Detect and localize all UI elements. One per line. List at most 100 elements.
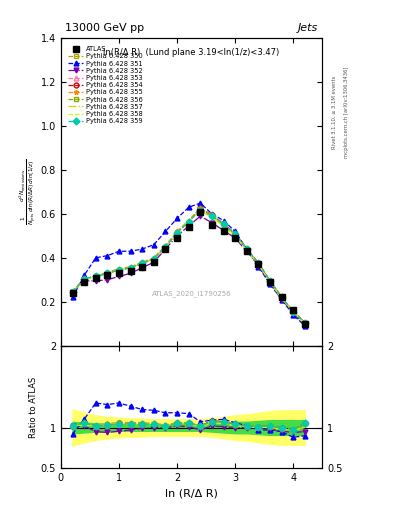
- Pythia 6.428 359: [128, 265, 133, 271]
- ATLAS: [163, 246, 168, 252]
- Pythia 6.428 351: [70, 294, 75, 301]
- ATLAS: [268, 279, 272, 285]
- Pythia 6.428 355: [163, 243, 168, 249]
- Pythia 6.428 353: [140, 260, 145, 266]
- Line: ATLAS: ATLAS: [70, 208, 308, 327]
- Pythia 6.428 350: [303, 319, 307, 326]
- Pythia 6.428 356: [256, 260, 261, 266]
- Pythia 6.428 359: [186, 219, 191, 225]
- Pythia 6.428 350: [186, 219, 191, 225]
- Pythia 6.428 351: [105, 252, 110, 259]
- Pythia 6.428 352: [256, 263, 261, 269]
- ATLAS: [303, 321, 307, 327]
- Pythia 6.428 359: [256, 260, 261, 266]
- Pythia 6.428 355: [279, 294, 284, 301]
- Pythia 6.428 359: [268, 278, 272, 284]
- ATLAS: [233, 235, 237, 241]
- Pythia 6.428 355: [140, 259, 145, 265]
- Pythia 6.428 351: [82, 272, 86, 279]
- Pythia 6.428 351: [256, 264, 261, 270]
- Pythia 6.428 351: [279, 296, 284, 303]
- Line: Pythia 6.428 355: Pythia 6.428 355: [70, 206, 307, 325]
- Pythia 6.428 359: [221, 221, 226, 227]
- Line: Pythia 6.428 357: Pythia 6.428 357: [73, 210, 305, 324]
- Pythia 6.428 355: [268, 278, 272, 284]
- Pythia 6.428 358: [291, 309, 296, 315]
- Pythia 6.428 355: [291, 309, 296, 315]
- Pythia 6.428 356: [233, 232, 237, 238]
- Pythia 6.428 352: [233, 235, 237, 241]
- Pythia 6.428 350: [151, 256, 156, 262]
- Pythia 6.428 352: [70, 289, 75, 295]
- Pythia 6.428 356: [279, 294, 284, 301]
- Pythia 6.428 357: [303, 321, 307, 327]
- Pythia 6.428 351: [221, 218, 226, 224]
- Pythia 6.428 353: [244, 246, 249, 252]
- Pythia 6.428 353: [279, 294, 284, 301]
- ATLAS: [256, 261, 261, 267]
- Line: Pythia 6.428 359: Pythia 6.428 359: [70, 207, 307, 325]
- Pythia 6.428 359: [175, 229, 180, 236]
- Pythia 6.428 355: [117, 266, 121, 272]
- Line: Pythia 6.428 352: Pythia 6.428 352: [70, 214, 307, 327]
- Pythia 6.428 358: [140, 260, 145, 266]
- Pythia 6.428 359: [151, 256, 156, 262]
- Pythia 6.428 355: [233, 230, 237, 237]
- Text: Jets: Jets: [298, 23, 318, 33]
- Pythia 6.428 354: [82, 275, 86, 282]
- Pythia 6.428 359: [279, 294, 284, 301]
- Pythia 6.428 359: [244, 246, 249, 252]
- Pythia 6.428 352: [128, 270, 133, 276]
- Pythia 6.428 353: [233, 230, 237, 237]
- Pythia 6.428 358: [221, 223, 226, 229]
- Pythia 6.428 356: [117, 267, 121, 273]
- Pythia 6.428 355: [105, 269, 110, 275]
- Pythia 6.428 351: [186, 204, 191, 210]
- Y-axis label: $\frac{1}{N_\mathrm{jets}}\frac{d^2 N_\mathrm{emissions}}{d\ln(R/\Delta R)\,d\ln: $\frac{1}{N_\mathrm{jets}}\frac{d^2 N_\m…: [17, 159, 38, 225]
- Pythia 6.428 353: [186, 218, 191, 224]
- Pythia 6.428 357: [175, 229, 180, 236]
- Pythia 6.428 350: [256, 260, 261, 266]
- Text: mcplots.cern.ch [arXiv:1306.3436]: mcplots.cern.ch [arXiv:1306.3436]: [344, 67, 349, 158]
- Pythia 6.428 353: [163, 243, 168, 249]
- ATLAS: [244, 248, 249, 254]
- Pythia 6.428 350: [70, 289, 75, 295]
- Pythia 6.428 355: [82, 275, 86, 282]
- Legend: ATLAS, Pythia 6.428 350, Pythia 6.428 351, Pythia 6.428 352, Pythia 6.428 353, P: ATLAS, Pythia 6.428 350, Pythia 6.428 35…: [67, 45, 143, 125]
- Pythia 6.428 355: [256, 260, 261, 266]
- Pythia 6.428 357: [198, 207, 203, 214]
- Pythia 6.428 359: [303, 319, 307, 326]
- ATLAS: [221, 228, 226, 234]
- Pythia 6.428 354: [151, 256, 156, 262]
- Pythia 6.428 350: [279, 294, 284, 301]
- Pythia 6.428 356: [209, 213, 214, 219]
- Pythia 6.428 357: [163, 244, 168, 250]
- Pythia 6.428 358: [94, 273, 98, 280]
- Pythia 6.428 352: [105, 276, 110, 283]
- Pythia 6.428 354: [303, 319, 307, 326]
- Pythia 6.428 355: [209, 212, 214, 218]
- Pythia 6.428 356: [163, 244, 168, 250]
- Pythia 6.428 352: [279, 296, 284, 303]
- Pythia 6.428 358: [233, 233, 237, 239]
- Pythia 6.428 359: [140, 260, 145, 266]
- Pythia 6.428 352: [94, 278, 98, 284]
- Text: Rivet 3.1.10, ≥ 3.1M events: Rivet 3.1.10, ≥ 3.1M events: [332, 76, 337, 150]
- Pythia 6.428 353: [70, 289, 75, 295]
- Pythia 6.428 358: [128, 265, 133, 271]
- Pythia 6.428 359: [70, 289, 75, 295]
- Pythia 6.428 355: [70, 289, 75, 295]
- Pythia 6.428 357: [221, 223, 226, 229]
- Pythia 6.428 351: [128, 248, 133, 254]
- Pythia 6.428 351: [163, 228, 168, 234]
- Pythia 6.428 353: [268, 278, 272, 284]
- Pythia 6.428 350: [268, 278, 272, 284]
- Pythia 6.428 357: [256, 261, 261, 267]
- Pythia 6.428 351: [198, 200, 203, 206]
- Pythia 6.428 353: [175, 228, 180, 234]
- Pythia 6.428 357: [233, 233, 237, 239]
- Line: Pythia 6.428 351: Pythia 6.428 351: [70, 201, 307, 328]
- Pythia 6.428 356: [291, 309, 296, 315]
- X-axis label: ln (R/Δ R): ln (R/Δ R): [165, 489, 218, 499]
- Pythia 6.428 351: [268, 281, 272, 287]
